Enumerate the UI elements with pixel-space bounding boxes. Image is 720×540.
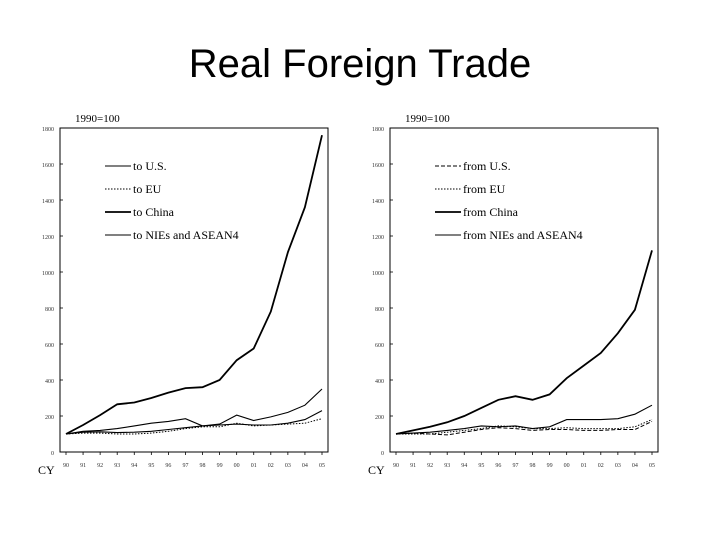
x-tick-label: 04	[302, 463, 308, 469]
y-tick-label: 400	[45, 379, 54, 385]
x-tick-label: 98	[200, 463, 206, 469]
y-tick-label: 400	[375, 379, 384, 385]
x-tick-label: 90	[63, 463, 69, 469]
chart-imports: 1990=10002004006008001000120014001600180…	[368, 113, 659, 477]
x-tick-label: 92	[97, 463, 103, 469]
y-tick-label: 600	[375, 343, 384, 349]
legend-label: from NIEs and ASEAN4	[463, 228, 583, 242]
x-tick-label: 94	[461, 463, 467, 469]
x-tick-label: 02	[598, 463, 604, 469]
y-tick-label: 200	[375, 415, 384, 421]
x-tick-label: 91	[410, 463, 416, 469]
series-line-4	[395, 404, 653, 435]
x-tick-label: 96	[165, 463, 171, 469]
y-tick-label: 1600	[372, 163, 384, 169]
y-tick-label: 200	[45, 415, 54, 421]
x-prefix-label: CY	[368, 463, 385, 477]
x-tick-label: 03	[615, 463, 621, 469]
x-tick-label: 99	[217, 463, 223, 469]
y-tick-label: 1400	[372, 199, 384, 205]
y-tick-label: 800	[45, 307, 54, 313]
x-tick-label: 01	[251, 463, 257, 469]
index-label: 1990=100	[405, 113, 450, 125]
legend-label: to China	[133, 205, 175, 219]
x-tick-label: 00	[564, 463, 570, 469]
x-tick-label: 05	[319, 463, 325, 469]
series-line-3	[395, 250, 653, 435]
legend-label: from EU	[463, 182, 506, 196]
legend-label: from China	[463, 205, 519, 219]
legend-label: to U.S.	[133, 159, 167, 173]
y-tick-label: 1800	[372, 127, 384, 133]
x-tick-label: 98	[530, 463, 536, 469]
y-tick-label: 1200	[42, 235, 54, 241]
x-tick-label: 90	[393, 463, 399, 469]
x-tick-label: 96	[495, 463, 501, 469]
x-tick-label: 01	[581, 463, 587, 469]
series-line-2	[65, 418, 323, 435]
series-line-3	[65, 134, 323, 435]
x-tick-label: 95	[148, 463, 154, 469]
x-tick-label: 92	[427, 463, 433, 469]
index-label: 1990=100	[75, 113, 120, 125]
x-tick-label: 93	[114, 463, 120, 469]
x-tick-label: 03	[285, 463, 291, 469]
y-tick-label: 1200	[372, 235, 384, 241]
y-tick-label: 0	[381, 451, 384, 457]
legend-label: to EU	[133, 182, 162, 196]
legend-label: to NIEs and ASEAN4	[133, 228, 239, 242]
y-tick-label: 1800	[42, 127, 54, 133]
x-tick-label: 05	[649, 463, 655, 469]
y-tick-label: 1000	[42, 271, 54, 277]
y-tick-label: 1000	[372, 271, 384, 277]
x-prefix-label: CY	[38, 463, 55, 477]
y-tick-label: 0	[51, 451, 54, 457]
x-tick-label: 99	[547, 463, 553, 469]
x-tick-label: 95	[478, 463, 484, 469]
y-tick-label: 800	[375, 307, 384, 313]
x-tick-label: 97	[512, 463, 518, 469]
series-line-1	[395, 420, 653, 436]
plot-frame	[59, 127, 329, 453]
x-tick-label: 02	[268, 463, 274, 469]
y-tick-label: 1600	[42, 163, 54, 169]
x-tick-label: 93	[444, 463, 450, 469]
x-tick-label: 91	[80, 463, 86, 469]
slide-title: Real Foreign Trade	[188, 42, 532, 86]
series-line-2	[396, 419, 653, 435]
plot-frame	[389, 127, 659, 453]
legend-label: from U.S.	[463, 159, 511, 173]
x-tick-label: 94	[131, 463, 137, 469]
x-tick-label: 97	[182, 463, 188, 469]
x-tick-label: 00	[234, 463, 240, 469]
x-tick-label: 04	[632, 463, 638, 469]
y-tick-label: 600	[45, 343, 54, 349]
chart-exports: 1990=10002004006008001000120014001600180…	[38, 113, 329, 477]
y-tick-label: 1400	[42, 199, 54, 205]
series-line-4	[65, 388, 323, 435]
